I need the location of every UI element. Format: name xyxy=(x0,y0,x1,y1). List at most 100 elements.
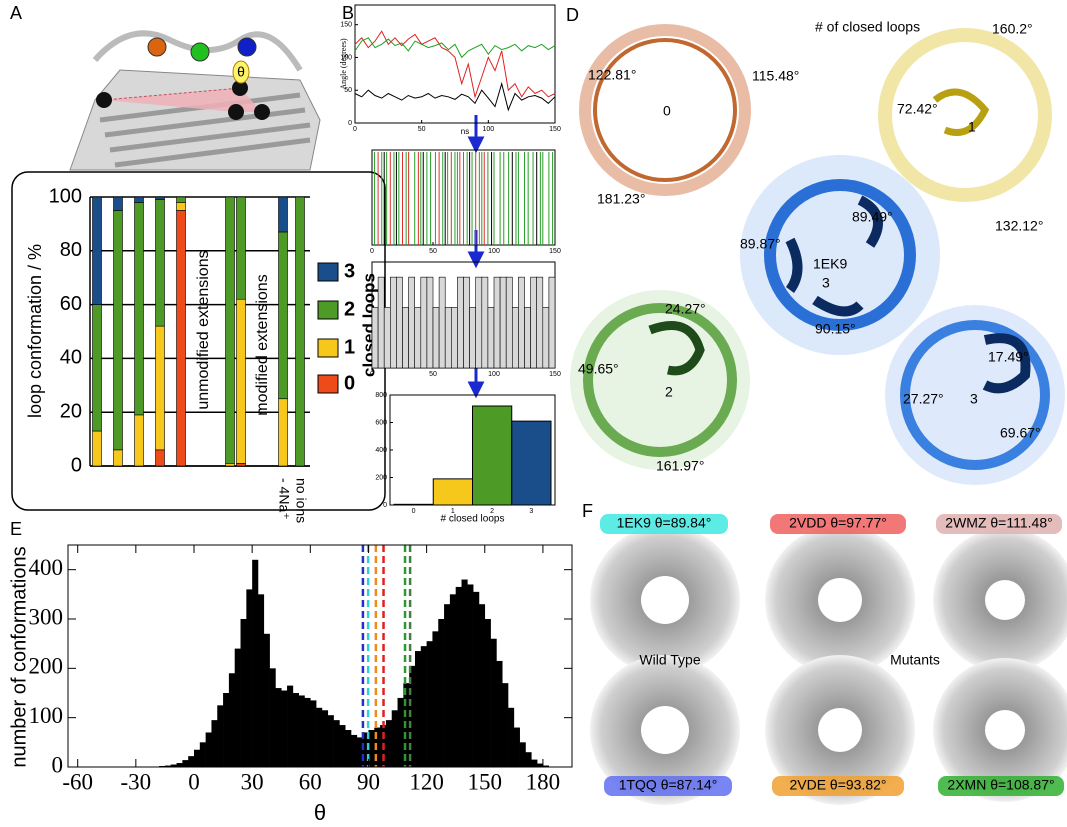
legend-label: 3 xyxy=(344,260,355,282)
x-tick-label: 30 xyxy=(241,769,264,794)
bar-segment xyxy=(177,197,186,202)
histogram-bar xyxy=(473,592,479,767)
bar xyxy=(512,421,551,505)
legend-label: 1 xyxy=(344,336,355,358)
x-tick-label: 0 xyxy=(353,126,357,133)
step-segment xyxy=(543,307,549,368)
structure-label: 1TQQ θ=87.14° xyxy=(619,777,718,793)
bar-segment xyxy=(226,463,235,466)
series-line xyxy=(355,84,555,110)
step-segment xyxy=(500,277,506,368)
step-segment xyxy=(525,307,531,368)
step-segment xyxy=(384,307,390,368)
bar-segment xyxy=(93,197,102,305)
histogram-bar xyxy=(432,631,438,767)
step-segment xyxy=(409,277,415,368)
histogram-bar xyxy=(328,715,334,767)
x-tick-label: 150 xyxy=(549,371,561,378)
step-segment xyxy=(549,277,555,368)
step-segment xyxy=(445,307,451,368)
x-tick-label: 120 xyxy=(409,769,444,794)
histogram-bar xyxy=(275,688,281,767)
angle-label: 132.12° xyxy=(995,218,1043,234)
histogram-bar xyxy=(491,639,497,767)
annotation: modified extensions xyxy=(254,274,271,415)
x-tick-label: -60 xyxy=(62,769,93,794)
series-line xyxy=(355,31,555,97)
step-segment xyxy=(372,307,378,368)
step-segment xyxy=(482,277,488,368)
histogram-bar xyxy=(537,764,543,767)
bar-segment xyxy=(135,415,144,466)
bar-segment xyxy=(226,197,235,463)
angle-label: 115.48° xyxy=(752,68,799,84)
histogram-bar xyxy=(188,756,194,767)
loop-count: 2 xyxy=(665,384,673,400)
y-tick-label: 0 xyxy=(71,454,82,476)
bar-segment xyxy=(296,197,305,466)
structure-label: 2VDE θ=93.82° xyxy=(789,777,886,793)
histogram-bar xyxy=(462,580,468,767)
y-axis-label: Angle (degrees) xyxy=(339,38,348,90)
y-tick-label: 0 xyxy=(383,502,387,509)
x-tick-label: 100 xyxy=(488,248,500,255)
bar-segment xyxy=(93,431,102,466)
angle-label: 69.67° xyxy=(1000,425,1041,441)
y-tick-label: 800 xyxy=(375,392,387,399)
bar-segment xyxy=(177,210,186,466)
structure-label: 2WMZ θ=111.48° xyxy=(945,515,1052,531)
histogram-bar xyxy=(398,698,404,767)
histogram-bar xyxy=(200,742,206,767)
histogram-bar xyxy=(206,732,212,767)
pdb-label: 1EK9 xyxy=(813,256,847,272)
x-tick-label: 50 xyxy=(429,371,437,378)
bar-segment xyxy=(279,399,288,466)
histogram-bar xyxy=(223,693,229,767)
histogram-bar xyxy=(229,673,235,767)
legend-swatch xyxy=(318,263,338,281)
angle-label: 24.27° xyxy=(665,301,706,317)
step-segment xyxy=(464,277,470,368)
histogram-bar xyxy=(357,737,363,767)
y-tick-label: 200 xyxy=(375,474,387,481)
group-label: Wild Type xyxy=(639,652,700,668)
step-segment xyxy=(512,307,518,368)
y-tick-label: 80 xyxy=(60,239,82,261)
histogram-bar xyxy=(322,710,328,767)
panel-letter: F xyxy=(582,501,593,521)
x-tick-label: 50 xyxy=(418,126,426,133)
histogram-bar xyxy=(450,594,456,767)
histogram-bar xyxy=(351,735,357,767)
histogram-bar xyxy=(345,730,351,767)
y-tick-label: 0 xyxy=(52,752,64,777)
x-tick-label: -30 xyxy=(121,769,152,794)
histogram-bar xyxy=(427,641,433,767)
bar-segment xyxy=(93,305,102,431)
x-tick-label: 100 xyxy=(488,371,500,378)
legend-note: # of closed loops xyxy=(815,19,920,35)
protein-illustration: θ xyxy=(70,33,320,170)
annotation: unmodified extensions xyxy=(195,250,212,409)
histogram-bar xyxy=(386,720,392,767)
legend-label: 0 xyxy=(344,372,355,394)
bar-segment xyxy=(114,210,123,449)
histogram-bar xyxy=(438,619,444,767)
step-segment xyxy=(531,277,537,368)
histogram-bar xyxy=(520,742,526,767)
y-tick-label: 150 xyxy=(340,22,352,29)
step-segment xyxy=(488,307,494,368)
step-segment xyxy=(494,277,500,368)
bar xyxy=(394,504,433,505)
bar-segment xyxy=(279,197,288,232)
x-tick-label: 150 xyxy=(549,126,561,133)
bar-segment xyxy=(156,197,165,200)
step-segment xyxy=(403,307,409,368)
histogram-bar xyxy=(456,587,462,767)
step-segment xyxy=(378,277,384,368)
histogram-bar xyxy=(334,720,340,767)
structure-label: 2VDD θ=97.77° xyxy=(789,515,887,531)
angle-label: 90.15° xyxy=(815,321,856,337)
x-tick-label: 50 xyxy=(429,248,437,255)
y-tick-label: 100 xyxy=(49,185,82,207)
step-segment xyxy=(427,277,433,368)
